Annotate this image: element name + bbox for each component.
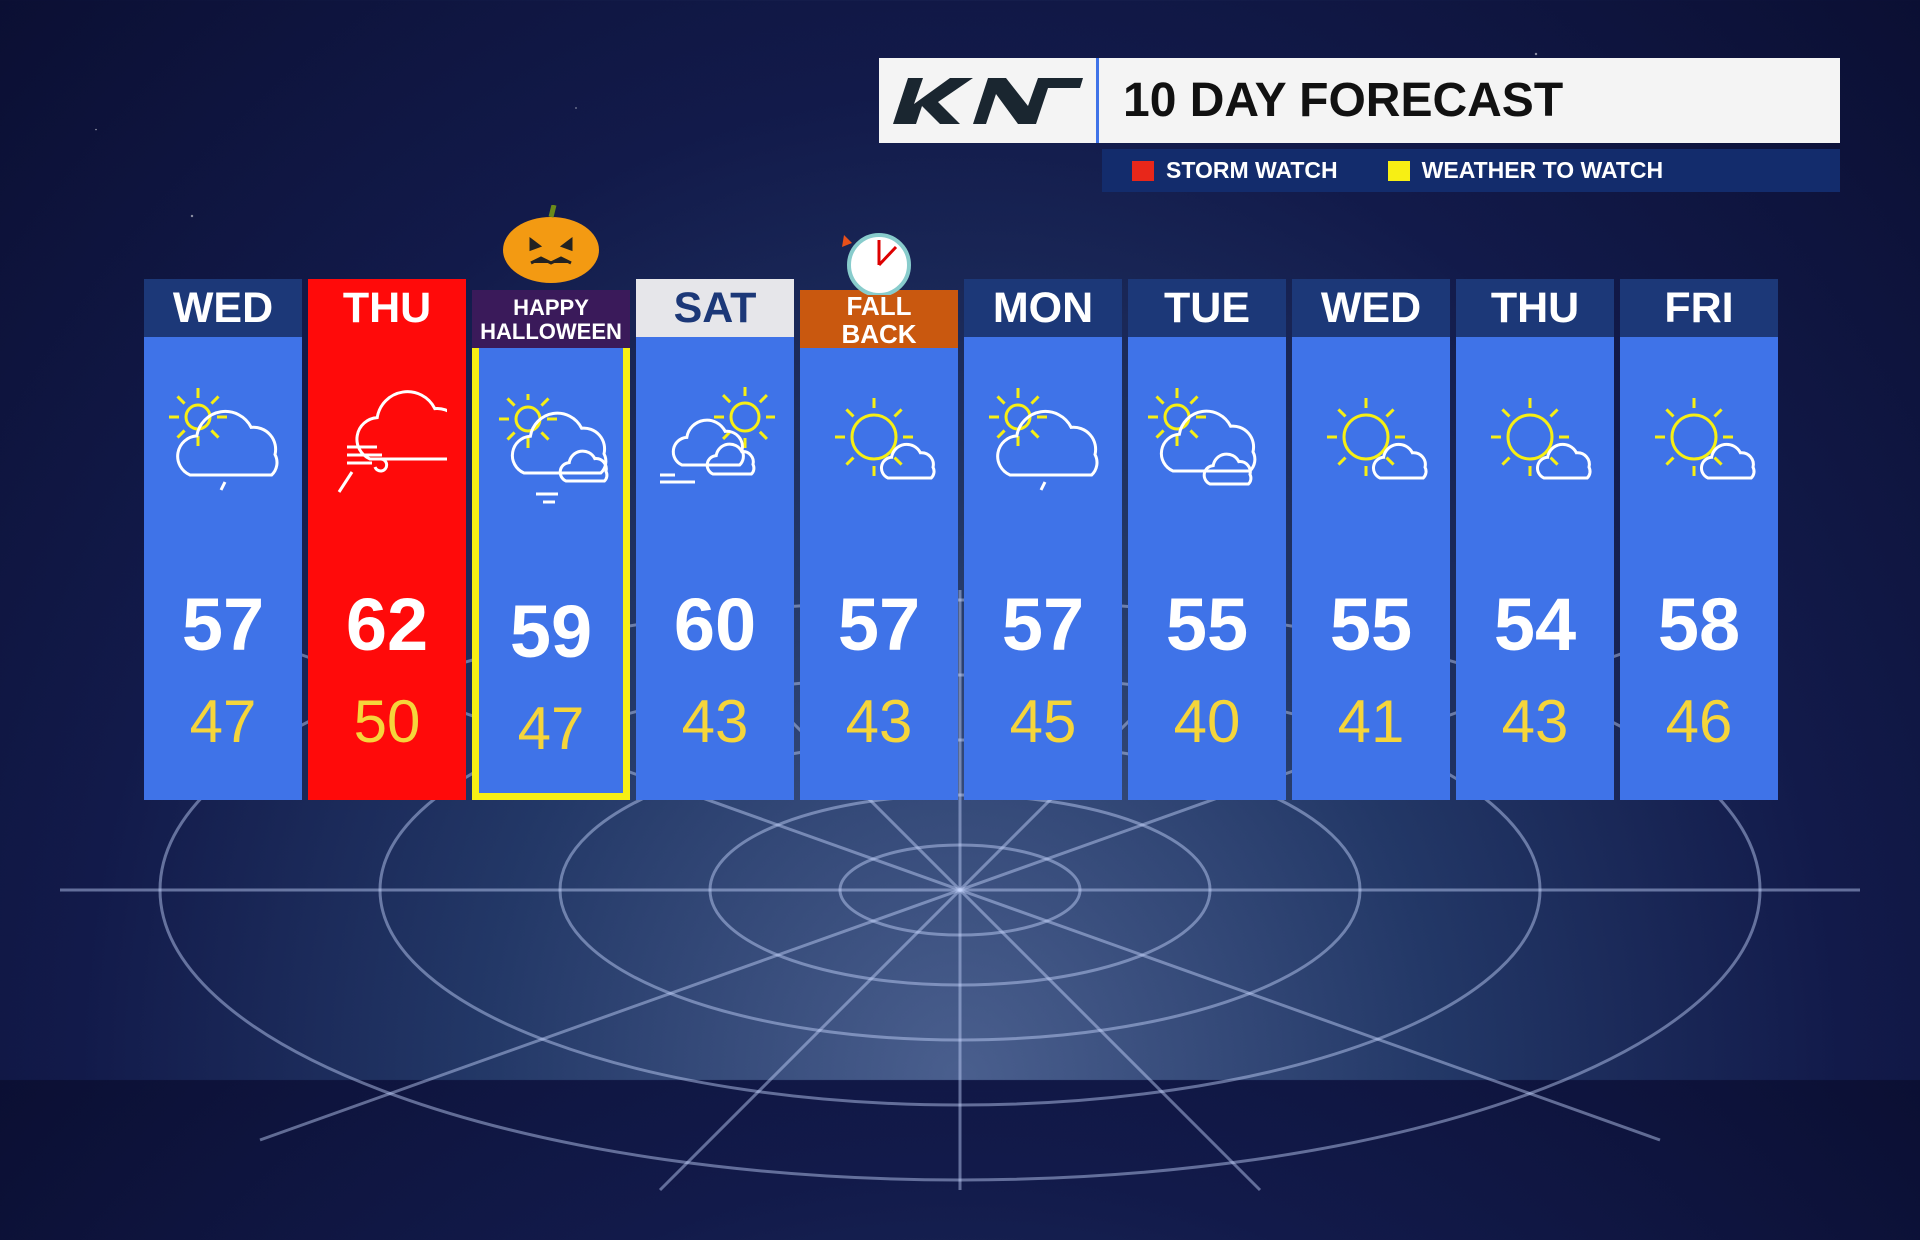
high-temp: 57	[181, 583, 265, 666]
day-column: FRI 58 46	[1620, 279, 1778, 800]
high-temp: 54	[1493, 583, 1577, 666]
legend-weather-to-watch: WEATHER TO WATCH	[1387, 157, 1663, 184]
day-column: THU 54 43	[1456, 279, 1614, 800]
windy-storm-icon	[337, 390, 447, 493]
day-column: WED 55 41	[1292, 279, 1450, 800]
low-temp: 45	[1009, 688, 1077, 755]
title-banner: 10 DAY FORECAST	[879, 58, 1840, 143]
low-temp: 43	[1501, 688, 1569, 755]
day-body: 62 50	[308, 337, 466, 800]
day-label: FRI	[1620, 279, 1778, 337]
high-temp: 55	[1165, 583, 1249, 666]
high-temp: 57	[1001, 583, 1085, 666]
high-temp: 58	[1657, 583, 1741, 666]
low-temp: 40	[1173, 688, 1241, 755]
day-column: MON 57 45	[964, 279, 1122, 800]
day-column: WED 57 47	[144, 279, 302, 800]
low-temp: 50	[353, 688, 421, 755]
fall-back-badge: FALL BACK	[800, 225, 958, 348]
day-body: 57 47	[144, 337, 302, 800]
low-temp: 47	[189, 688, 257, 755]
high-temp: 55	[1329, 583, 1413, 666]
sun-cloud-icon	[1655, 398, 1756, 480]
day-body: 55 41	[1292, 337, 1450, 800]
day-label: TUE	[1128, 279, 1286, 337]
low-temp: 47	[517, 695, 585, 762]
day-body: 58 46	[1620, 337, 1778, 800]
day-label: MON	[964, 279, 1122, 337]
clock-icon	[842, 233, 911, 297]
day-column: 57 43	[800, 279, 958, 800]
legend: STORM WATCH WEATHER TO WATCH	[1102, 149, 1840, 192]
day-column: 59 47	[472, 279, 630, 800]
sun-cloud-icon	[835, 398, 936, 480]
day-label: WED	[1292, 279, 1450, 337]
low-temp: 43	[681, 688, 749, 755]
legend-storm-watch: STORM WATCH	[1132, 157, 1338, 184]
day-label: WED	[144, 279, 302, 337]
day-label: SAT	[636, 279, 794, 337]
day-body: 57 43	[800, 337, 958, 800]
partly-cloudy-drizzle-icon	[989, 388, 1099, 491]
day-body: 54 43	[1456, 337, 1614, 800]
low-temp: 41	[1337, 688, 1405, 755]
partly-cloudy-drizzle-icon	[169, 388, 279, 491]
sun-cloud-icon	[1491, 398, 1592, 480]
sun-cloud-icon	[1327, 398, 1428, 480]
day-body: 59 47	[472, 337, 630, 800]
day-column: TUE 55 40	[1128, 279, 1286, 800]
partly-cloudy-wind-icon	[499, 394, 609, 504]
day-body: 55 40	[1128, 337, 1286, 800]
high-temp: 60	[673, 583, 757, 666]
low-temp: 43	[845, 688, 913, 755]
day-column: THU 62 50	[308, 279, 466, 800]
high-temp: 59	[509, 590, 593, 673]
low-temp: 46	[1665, 688, 1733, 755]
partly-cloudy-icon	[1148, 388, 1257, 486]
pumpkin-icon	[503, 204, 599, 283]
high-temp: 57	[837, 583, 921, 666]
kia-logo	[879, 58, 1099, 143]
day-label: THU	[1456, 279, 1614, 337]
page-title: 10 DAY FORECAST	[1123, 74, 1564, 127]
day-label: THU	[308, 279, 466, 337]
day-column: SAT 60 43	[636, 279, 794, 800]
halloween-badge: HAPPY HALLOWEEN	[472, 204, 630, 348]
day-body: 60 43	[636, 337, 794, 800]
day-body: 57 45	[964, 337, 1122, 800]
high-temp: 62	[345, 583, 429, 666]
cloudy-sun-wind-icon	[660, 387, 775, 484]
